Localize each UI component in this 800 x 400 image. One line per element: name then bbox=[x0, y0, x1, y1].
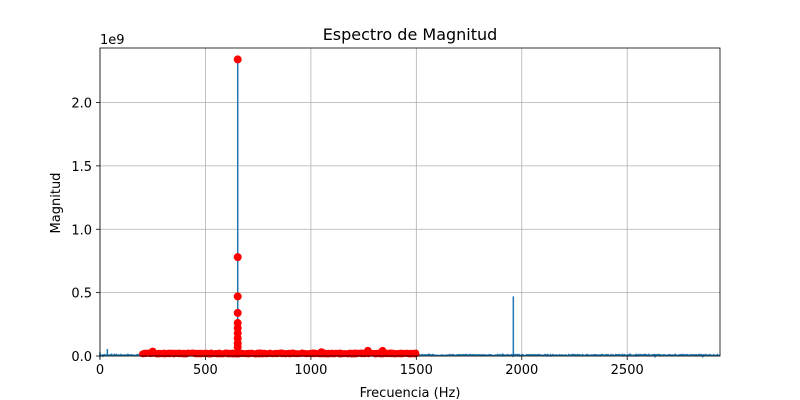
data-point bbox=[317, 348, 326, 357]
data-point bbox=[233, 55, 242, 64]
x-tick-label: 500 bbox=[193, 363, 218, 378]
y-tick-label: 2.0 bbox=[71, 97, 92, 112]
data-point bbox=[233, 343, 242, 352]
data-point bbox=[233, 308, 242, 317]
data-point bbox=[233, 292, 242, 301]
y-scale-label: 1e9 bbox=[100, 33, 125, 48]
x-axis-label: Frecuencia (Hz) bbox=[360, 386, 461, 400]
data-point bbox=[363, 346, 372, 355]
data-point bbox=[233, 253, 242, 262]
x-tick-label: 1000 bbox=[294, 363, 327, 378]
grid bbox=[99, 48, 720, 357]
y-tick-label: 1.0 bbox=[71, 223, 92, 238]
x-tick-label: 2000 bbox=[505, 363, 538, 378]
plot-frame bbox=[99, 47, 721, 357]
x-tick-label: 2500 bbox=[611, 363, 644, 378]
y-tick-label: 0.5 bbox=[71, 287, 92, 302]
data-point bbox=[413, 350, 420, 358]
y-tick-label: 1.5 bbox=[71, 160, 92, 175]
x-tick-label: 1500 bbox=[400, 363, 433, 378]
axes: 0 500 1000 1500 2000 2500 0.0 0.5 1.0 1.5 2.0 bbox=[71, 47, 721, 378]
chart-title: Espectro de Magnitud bbox=[323, 25, 498, 44]
data-point bbox=[378, 346, 387, 355]
y-axis-label: Magnitud bbox=[49, 173, 64, 234]
data-point bbox=[148, 347, 157, 356]
x-tick-label: 0 bbox=[96, 363, 104, 378]
y-tick-label: 0.0 bbox=[71, 350, 92, 365]
